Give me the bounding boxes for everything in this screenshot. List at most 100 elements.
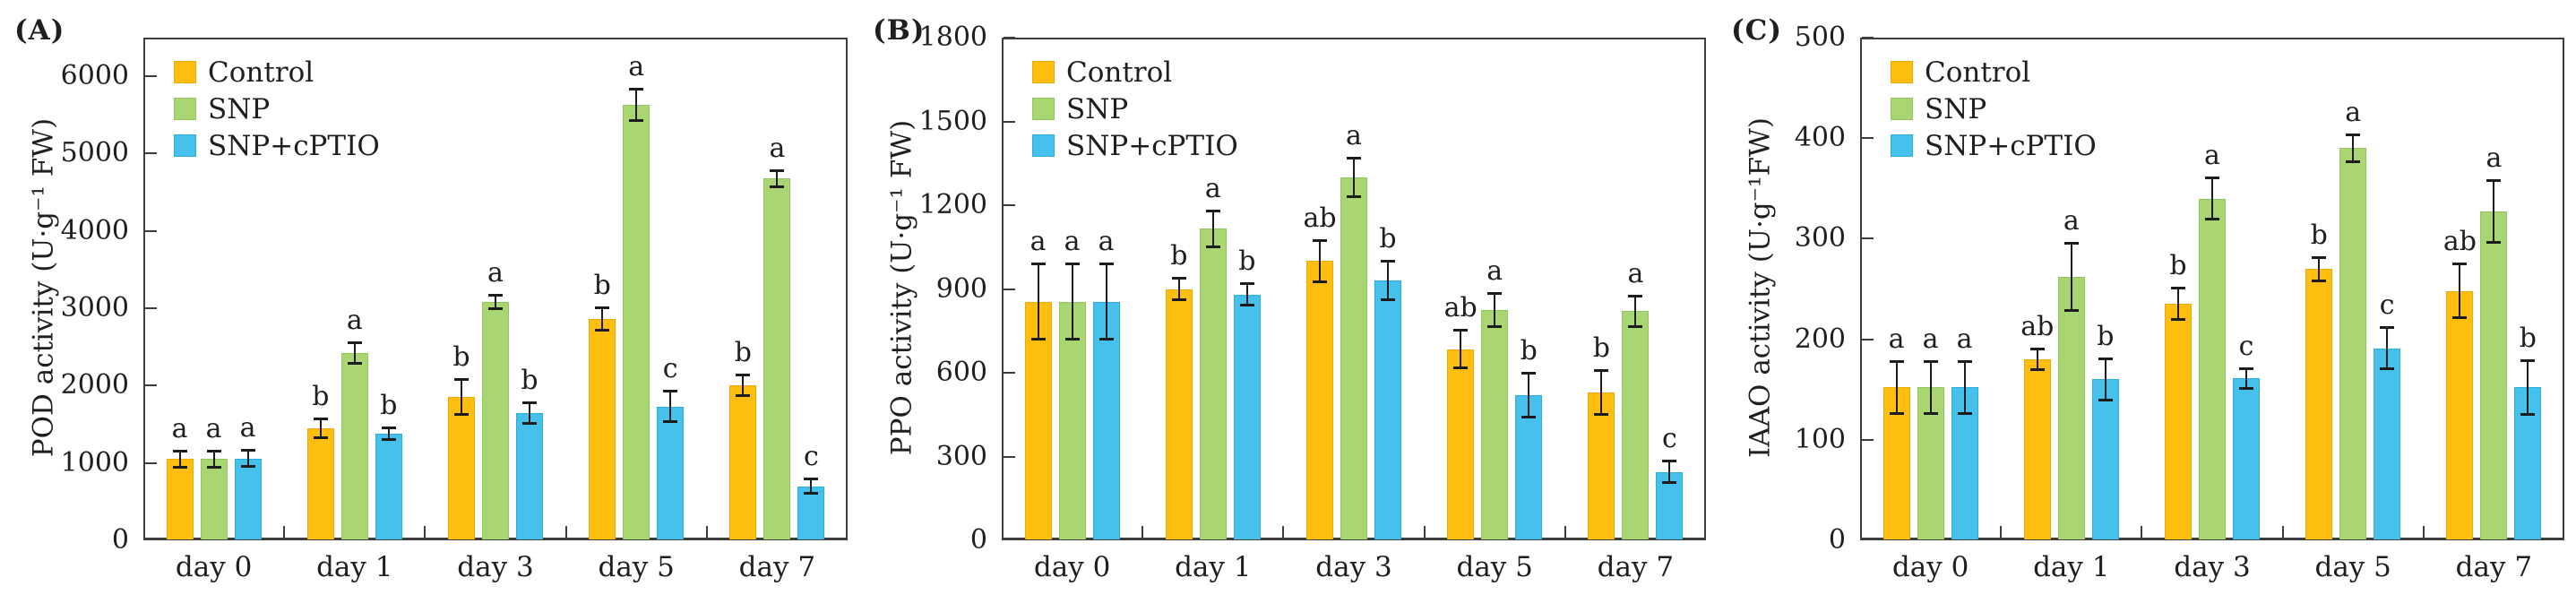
error-bar (2036, 348, 2038, 371)
error-bar-cap-bottom (2029, 368, 2045, 372)
error-bar (810, 478, 813, 495)
error-bar (669, 391, 672, 422)
legend-swatch-control (174, 61, 196, 83)
x-axis-boundary-tick (2281, 526, 2284, 538)
bar-snp-cptio-day-0 (1092, 301, 1120, 539)
error-bar-cap-top (804, 477, 819, 480)
significance-letter: a (1486, 255, 1503, 288)
error-bar-cap-bottom (1098, 337, 1114, 340)
bar-snp-day-5 (1481, 309, 1509, 539)
error-bar-cap-bottom (1628, 324, 1643, 328)
error-bar-cap-bottom (2239, 386, 2253, 390)
y-axis-tick (1862, 237, 1874, 240)
y-axis-tick (145, 75, 157, 78)
bar-snp-cptio-day-5 (2374, 348, 2401, 539)
bar-snp-cptio-day-5 (1515, 394, 1543, 539)
error-bar-cap-bottom (1064, 337, 1080, 340)
legend-swatch-snp-cptio (1891, 134, 1913, 157)
error-bar (635, 88, 638, 122)
x-tick-label: day 7 (738, 551, 816, 583)
bar-control-day-0 (166, 459, 194, 539)
significance-letter: ab (1303, 202, 1337, 234)
error-bar-cap-bottom (629, 119, 644, 123)
legend-label: Control (208, 56, 314, 89)
error-bar-cap-bottom (1030, 337, 1046, 340)
error-bar-cap-bottom (522, 421, 537, 425)
legend-swatch-snp (174, 98, 196, 120)
y-axis-tick (145, 384, 157, 387)
y-tick-label: 2000 (60, 369, 129, 401)
x-axis-boundary-tick (705, 526, 708, 538)
bar-snp-day-3 (1340, 177, 1367, 539)
x-axis-boundary-tick (424, 526, 426, 538)
y-tick-label: 300 (1794, 222, 1846, 254)
legend-item-snp-cptio: SNP+cPTIO (1032, 127, 1238, 164)
significance-letter: b (593, 270, 611, 302)
error-bar (601, 307, 604, 332)
bar-snp-day-1 (1199, 228, 1227, 539)
bar-control-day-3 (448, 397, 475, 539)
error-bar (2318, 256, 2321, 281)
x-axis-boundary-tick (1282, 526, 1285, 538)
significance-letter: b (312, 380, 330, 412)
error-bar-cap-top (1205, 210, 1220, 213)
error-bar (2245, 368, 2247, 389)
significance-letter: b (1592, 332, 1610, 364)
error-bar (1319, 239, 1321, 282)
error-bar-cap-bottom (663, 419, 678, 423)
error-bar (2386, 327, 2389, 370)
significance-letter: a (2204, 139, 2220, 171)
error-bar (2493, 180, 2495, 243)
legend-label: Control (1066, 56, 1173, 89)
significance-letter: ab (1443, 291, 1478, 323)
error-bar (387, 427, 390, 440)
error-bar-cap-top (454, 378, 469, 382)
error-bar (1387, 261, 1389, 300)
legend-item-snp: SNP (174, 91, 380, 127)
bar-snp-day-0 (1058, 301, 1086, 539)
error-bar-cap-bottom (770, 185, 785, 188)
y-tick-label: 4000 (60, 214, 129, 246)
error-bar-cap-top (1628, 295, 1643, 298)
error-bar-cap-bottom (172, 465, 187, 469)
legend-label: SNP (1925, 92, 1987, 125)
significance-letter: b (1238, 246, 1256, 278)
significance-letter: a (1346, 120, 1362, 152)
significance-letter: b (1520, 335, 1538, 366)
error-bar-cap-top (2239, 367, 2253, 371)
y-axis-tick (1004, 204, 1015, 206)
error-bar-cap-top (736, 374, 751, 377)
significance-letter: a (2063, 204, 2080, 237)
error-bar (461, 379, 462, 416)
bar-control-day-3 (1306, 261, 1333, 539)
panel-c: (C) IAAO activity (U·g⁻¹FW) 0 100 200 300 40… (1717, 0, 2575, 612)
error-bar-cap-top (2098, 357, 2113, 360)
significance-letter: a (2345, 96, 2362, 128)
error-bar (742, 375, 745, 397)
error-bar-cap-top (522, 401, 537, 404)
significance-letter: b (1379, 223, 1397, 255)
error-bar (319, 418, 322, 439)
bar-snp-cptio-day-5 (657, 406, 685, 539)
x-axis-boundary-tick (564, 526, 567, 538)
significance-letter: a (205, 412, 222, 444)
error-bar-cap-bottom (1171, 297, 1186, 301)
significance-letter: a (1098, 226, 1115, 258)
significance-letter: a (1956, 323, 1973, 356)
error-bar (2104, 358, 2106, 401)
bar-control-day-5 (589, 319, 616, 539)
error-bar-cap-bottom (1381, 297, 1395, 301)
panel-c-label: (C) (1731, 14, 1783, 47)
error-bar-cap-top (770, 168, 785, 172)
legend: Control SNP SNP+cPTIO (174, 54, 380, 164)
error-bar (2211, 177, 2213, 220)
error-bar (246, 450, 249, 467)
y-tick-label: 400 (1794, 122, 1846, 154)
bar-control-day-1 (1165, 289, 1193, 539)
error-bar-cap-bottom (240, 465, 255, 468)
error-bar-cap-top (2486, 179, 2502, 183)
significance-letter: a (239, 412, 256, 444)
error-bar-cap-bottom (488, 306, 503, 310)
significance-letter: b (1170, 240, 1188, 272)
significance-letter: a (1030, 226, 1047, 258)
